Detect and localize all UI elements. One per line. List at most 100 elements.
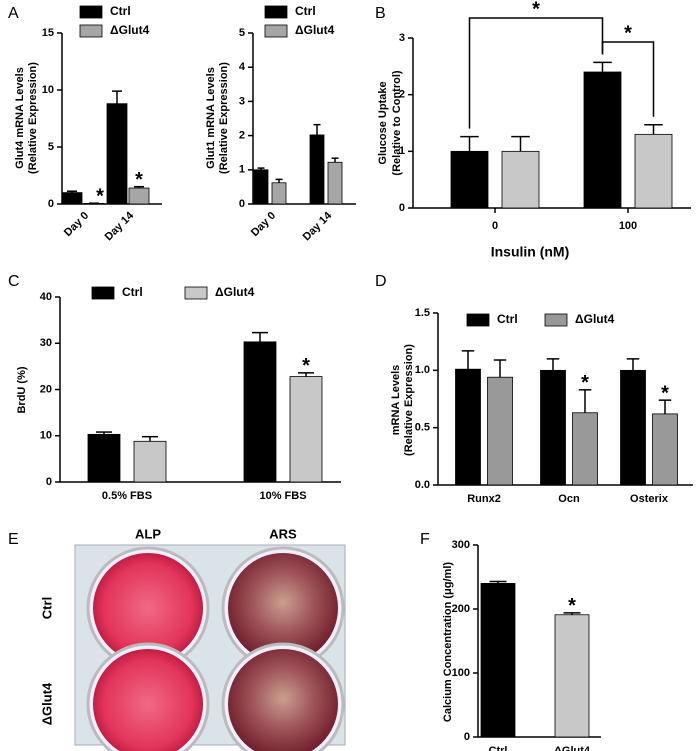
well-stain	[228, 649, 338, 751]
y-tick-label: 1.0	[415, 364, 430, 376]
bar	[455, 368, 481, 486]
x-tick-label: Runx2	[467, 493, 501, 505]
y-axis-title: Glut4 mRNA Levels	[14, 67, 26, 169]
bar	[106, 103, 128, 205]
bar	[327, 161, 343, 205]
error-bar	[134, 185, 144, 189]
bar	[487, 376, 513, 486]
y-tick-label: 20	[40, 383, 52, 395]
y-tick-label: 1.5	[415, 307, 430, 319]
y-tick-label: 10	[42, 84, 54, 96]
legend-label: Ctrl	[110, 4, 131, 18]
y-axis-title: (Relative Expression)	[403, 344, 415, 456]
legend-swatch	[184, 286, 208, 300]
legend-swatch	[79, 5, 103, 19]
bar	[480, 583, 516, 738]
error-bar	[461, 350, 475, 370]
bar	[634, 133, 673, 209]
panel-label: F	[420, 531, 430, 548]
error-bar	[298, 372, 314, 377]
error-bar	[493, 359, 507, 378]
error-bar	[460, 135, 479, 152]
y-tick-label: 30	[40, 337, 52, 349]
well-stain	[93, 553, 203, 663]
legend-swatch	[264, 24, 288, 38]
error-bar	[257, 167, 265, 170]
bar	[271, 182, 287, 205]
error-bar	[578, 389, 592, 413]
significance-star: *	[135, 169, 143, 191]
y-tick-label: 15	[42, 27, 54, 39]
y-tick-label: 0	[239, 198, 245, 210]
x-tick-label: Day 0	[62, 210, 91, 239]
y-tick-label: 0	[46, 476, 52, 488]
row-label: ΔGlut4	[39, 682, 54, 725]
y-axis-title: (Relative to Control)	[391, 70, 403, 175]
x-tick-label: 10% FBS	[259, 490, 306, 502]
x-tick-label: ΔGlut4	[554, 745, 591, 751]
legend-label: ΔGlut4	[575, 312, 615, 326]
y-axis-title: (Relative Expression)	[27, 62, 39, 174]
legend-label: Ctrl	[122, 285, 143, 299]
y-tick-label: 0.0	[415, 479, 430, 491]
y-tick-label: 4	[239, 61, 246, 73]
significance-star: *	[624, 22, 632, 44]
bracket	[601, 41, 655, 117]
error-bar	[593, 61, 612, 72]
y-tick-label: 200	[452, 603, 470, 615]
significance-star: *	[302, 355, 310, 377]
error-bar	[313, 123, 321, 135]
error-bar	[331, 157, 339, 163]
bar	[620, 369, 646, 486]
bar	[501, 150, 540, 209]
y-axis-title: mRNA Levels	[390, 365, 402, 436]
y-tick-label: 0	[399, 202, 405, 214]
significance-star: *	[581, 372, 589, 394]
bar	[652, 413, 678, 486]
y-tick-label: 300	[452, 539, 470, 551]
y-axis-title: BrdU (%)	[16, 366, 28, 413]
error-bar	[112, 90, 122, 104]
legend-label: Ctrl	[295, 4, 316, 18]
error-bar	[275, 178, 283, 183]
bracket	[468, 17, 604, 129]
legend-label: ΔGlut4	[295, 23, 335, 37]
legend-label: ΔGlut4	[215, 285, 255, 299]
y-tick-label: 10	[40, 430, 52, 442]
y-tick-label: 2	[399, 89, 405, 101]
bar	[253, 169, 269, 205]
y-tick-label: 3	[239, 95, 245, 107]
error-bar	[489, 580, 507, 584]
legend-swatch	[466, 313, 490, 327]
bar	[540, 369, 566, 486]
x-tick-label: Day 0	[249, 210, 278, 239]
legend-swatch	[91, 286, 115, 300]
error-bar	[658, 399, 672, 414]
well-stain	[93, 649, 203, 751]
y-axis-title: Calcium Concentration (μg/ml)	[442, 562, 454, 722]
error-bar	[644, 123, 663, 135]
legend-swatch	[544, 313, 568, 327]
error-bar	[546, 358, 560, 371]
y-tick-label: 0	[48, 198, 54, 210]
x-tick-label: 0.5% FBS	[102, 490, 152, 502]
y-tick-label: 2	[239, 130, 245, 142]
y-tick-label: 0.5	[415, 422, 430, 434]
y-tick-label: 40	[40, 291, 52, 303]
well-plate	[74, 544, 346, 751]
error-bar	[142, 435, 158, 442]
x-tick-label: Day 14	[103, 209, 137, 243]
panel-label: E	[8, 531, 19, 548]
bar	[554, 614, 590, 738]
y-tick-label: 0	[464, 731, 470, 743]
bar	[583, 71, 622, 209]
significance-star: *	[532, 0, 540, 20]
bar	[450, 150, 489, 209]
error-bar	[252, 331, 268, 342]
error-bar	[626, 358, 640, 371]
error-bar	[511, 135, 530, 152]
row-label: Ctrl	[39, 597, 54, 619]
error-bar	[563, 612, 581, 615]
legend-label: Ctrl	[497, 312, 518, 326]
